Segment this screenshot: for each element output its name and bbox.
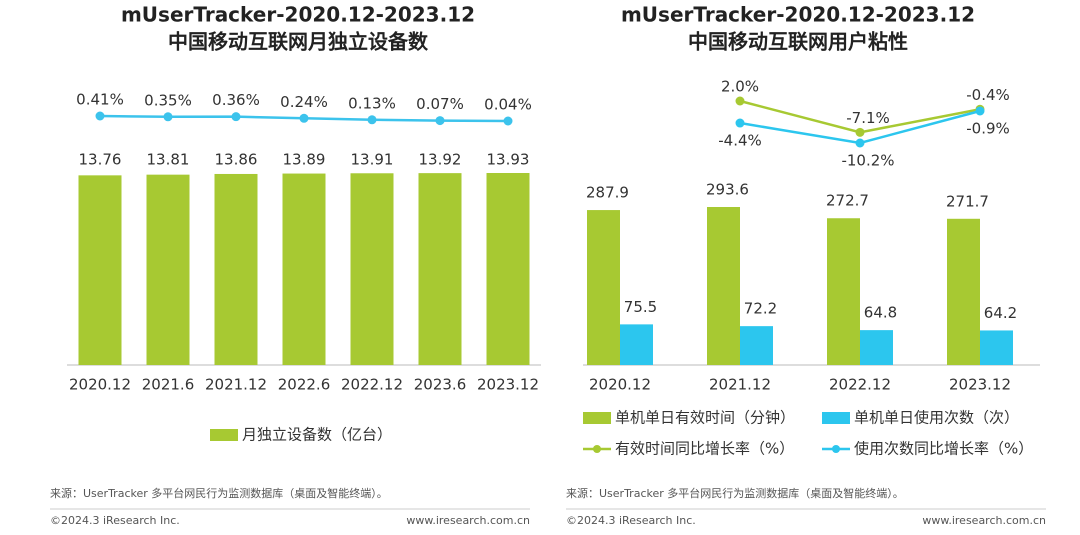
data-label: 272.7	[826, 192, 869, 210]
copyright: ©2024.3 iResearch Inc.	[50, 514, 180, 527]
data-label: 13.92	[419, 151, 462, 169]
data-label: 75.5	[624, 298, 657, 316]
data-label: 13.93	[487, 151, 530, 169]
x-tick-label: 2023.12	[949, 376, 1011, 394]
chart-subtitle: 中国移动互联网用户粘性	[688, 30, 908, 54]
data-label: 0.36%	[212, 91, 260, 109]
bar	[146, 174, 190, 365]
bar	[587, 210, 620, 365]
bar	[282, 173, 326, 365]
data-label: 0.41%	[76, 91, 124, 109]
x-tick-label: 2021.6	[142, 376, 195, 394]
legend-swatch	[832, 445, 840, 453]
bar	[740, 326, 773, 365]
data-label: 2.0%	[721, 78, 759, 96]
data-label: 13.86	[215, 151, 258, 169]
website: www.iresearch.com.cn	[922, 514, 1046, 527]
data-label: 271.7	[946, 192, 989, 210]
line-marker	[503, 116, 513, 126]
x-tick-label: 2023.12	[477, 376, 539, 394]
x-tick-label: 2023.6	[414, 376, 467, 394]
legend-label: 单机单日使用次数（次）	[854, 409, 1019, 427]
chart-subtitle: 中国移动互联网月独立设备数	[168, 30, 429, 54]
line-marker	[855, 138, 865, 148]
line-marker	[299, 113, 309, 123]
bar	[827, 218, 860, 365]
data-label: 13.76	[79, 151, 122, 169]
data-label: 64.8	[864, 304, 897, 322]
data-label: 0.35%	[144, 91, 192, 109]
data-label: 13.89	[283, 151, 326, 169]
line-marker	[975, 106, 985, 116]
line-marker	[855, 127, 865, 137]
data-label: 13.81	[147, 151, 190, 169]
x-tick-label: 2022.12	[829, 376, 891, 394]
line-marker	[163, 112, 173, 122]
x-tick-label: 2020.12	[589, 376, 651, 394]
line-marker	[735, 96, 745, 106]
line-marker	[367, 115, 377, 125]
x-tick-label: 2020.12	[69, 376, 131, 394]
bar	[707, 207, 740, 365]
copyright: ©2024.3 iResearch Inc.	[566, 514, 696, 527]
line-marker	[435, 116, 445, 126]
data-label: 64.2	[984, 304, 1017, 322]
legend-swatch	[822, 412, 850, 424]
bar	[620, 324, 653, 365]
data-label: 287.9	[586, 184, 629, 202]
line-marker	[735, 118, 745, 128]
bar	[486, 173, 530, 365]
data-label: 293.6	[706, 181, 749, 199]
data-label: -7.1%	[846, 109, 890, 127]
bar	[78, 175, 122, 365]
chart-title: mUserTracker-2020.12-2023.12	[121, 3, 475, 27]
data-label: 0.24%	[280, 93, 328, 111]
data-label: -0.9%	[966, 119, 1010, 137]
legend-label: 月独立设备数（亿台）	[242, 426, 392, 444]
bar	[214, 173, 258, 365]
legend-label: 单机单日有效时间（分钟）	[615, 409, 795, 427]
data-label: -0.4%	[966, 86, 1010, 104]
bar	[947, 218, 980, 365]
line-marker	[231, 112, 241, 122]
legend-label: 有效时间同比增长率（%）	[615, 440, 794, 458]
x-tick-label: 2021.12	[205, 376, 267, 394]
legend-label: 使用次数同比增长率（%）	[854, 440, 1033, 458]
legend-swatch	[583, 412, 611, 424]
legend-swatch	[593, 445, 601, 453]
source-note: 来源：UserTracker 多平台网民行为监测数据库（桌面及智能终端）。	[566, 486, 904, 500]
chart-title: mUserTracker-2020.12-2023.12	[621, 3, 975, 27]
bar	[350, 173, 394, 365]
data-label: 72.2	[744, 300, 777, 318]
data-label: -4.4%	[718, 132, 762, 150]
data-label: -10.2%	[841, 152, 894, 170]
data-label: 0.04%	[484, 96, 532, 114]
line-marker	[95, 111, 105, 121]
source-note: 来源：UserTracker 多平台网民行为监测数据库（桌面及智能终端）。	[50, 486, 388, 500]
bar	[860, 330, 893, 365]
website: www.iresearch.com.cn	[406, 514, 530, 527]
legend-swatch	[210, 429, 238, 441]
data-label: 0.07%	[416, 95, 464, 113]
data-label: 13.91	[351, 151, 394, 169]
x-tick-label: 2022.6	[278, 376, 331, 394]
x-tick-label: 2022.12	[341, 376, 403, 394]
data-label: 0.13%	[348, 94, 396, 112]
bar	[418, 173, 462, 365]
x-tick-label: 2021.12	[709, 376, 771, 394]
bar	[980, 330, 1013, 365]
